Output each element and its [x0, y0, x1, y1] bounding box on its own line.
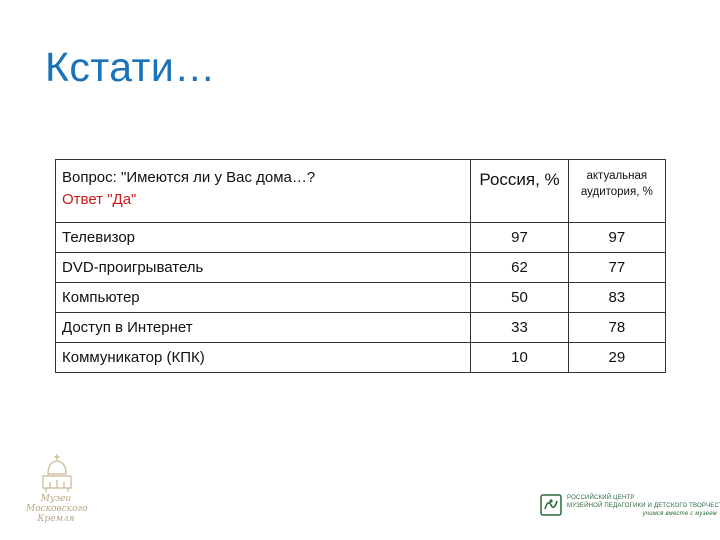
question-cell: Вопрос: "Имеются ли у Вас дома…? Ответ "…: [54, 159, 472, 223]
row-russia-value: 62: [470, 252, 569, 283]
row-audience-value: 97: [567, 222, 667, 253]
row-label: DVD-проигрыватель: [54, 252, 472, 283]
museum-wordmark: Музеи Московского Кремля: [26, 494, 88, 524]
row-label: Коммуникатор (КПК): [54, 342, 472, 373]
museum-wordmark-line: Кремля: [37, 514, 75, 524]
row-audience-value: 29: [567, 342, 667, 373]
pedagogy-center-wordmark: РОССИЙСКИЙ ЦЕНТР МУЗЕЙНОЙ ПЕДАГОГИКИ И Д…: [567, 494, 720, 518]
row-label: Компьютер: [54, 282, 472, 313]
pedagogy-center-line: РОССИЙСКИЙ ЦЕНТР: [567, 495, 635, 501]
table-row: Компьютер 50 83: [54, 282, 667, 313]
slide-title: Кстати…: [45, 44, 216, 90]
row-russia-value: 97: [470, 222, 569, 253]
column-header-audience-label: актуальная аудитория, %: [580, 170, 653, 198]
kremlin-museum-logo-icon: [42, 454, 72, 492]
table-row: Доступ в Интернет 33 78: [54, 312, 667, 343]
pedagogy-center-logo-icon: [540, 494, 562, 516]
table-row: Телевизор 97 97: [54, 222, 667, 253]
column-header-russia: Россия, %: [470, 159, 569, 223]
row-audience-value: 77: [567, 252, 667, 283]
row-russia-value: 50: [470, 282, 569, 313]
row-audience-value: 83: [567, 282, 667, 313]
column-header-russia-label: Россия, %: [479, 170, 560, 189]
survey-table: Вопрос: "Имеются ли у Вас дома…? Ответ "…: [54, 159, 667, 373]
museum-wordmark-line: Московского: [26, 504, 88, 514]
museum-wordmark-line: Музеи: [40, 494, 72, 504]
row-label: Телевизор: [54, 222, 472, 253]
table-header-row: Вопрос: "Имеются ли у Вас дома…? Ответ "…: [54, 159, 667, 223]
column-header-audience: актуальная аудитория, %: [567, 159, 667, 223]
row-russia-value: 10: [470, 342, 569, 373]
row-audience-value: 78: [567, 312, 667, 343]
pedagogy-center-line: МУЗЕЙНОЙ ПЕДАГОГИКИ И ДЕТСКОГО ТВОРЧЕСТВ…: [567, 503, 720, 509]
table-row: Коммуникатор (КПК) 10 29: [54, 342, 667, 373]
answer-text: Ответ "Да": [62, 191, 137, 208]
question-text: Вопрос: "Имеются ли у Вас дома…?: [62, 169, 316, 186]
pedagogy-center-tagline: учимся вместе с музеем: [642, 511, 717, 517]
row-label: Доступ в Интернет: [54, 312, 472, 343]
row-russia-value: 33: [470, 312, 569, 343]
table-row: DVD-проигрыватель 62 77: [54, 252, 667, 283]
